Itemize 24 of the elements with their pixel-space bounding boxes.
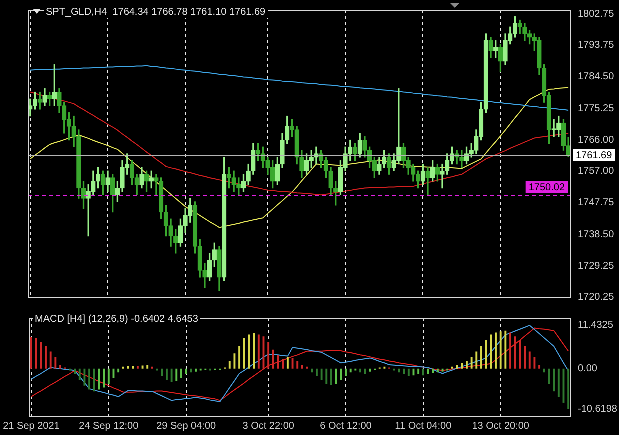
y-tick-label: 1784.50 [578,72,615,83]
y-tick-label: 1775.25 [578,103,615,114]
x-tick-label: 6 Oct 12:00 [320,420,372,432]
x-tick-label: 29 Sep 04:00 [156,420,217,432]
y-tick-label: 0.00 [578,364,598,375]
x-tick-label: 24 Sep 12:00 [79,420,140,432]
ref-line-label: 1750.02 [528,182,566,194]
y-tick-label: -10.6198 [578,404,618,415]
y-tick-label: 1757.00 [578,166,615,177]
y-tick-label: 1720.25 [578,292,615,303]
x-tick-label: 11 Oct 04:00 [395,420,452,432]
y-tick-label: 11.4325 [578,320,614,332]
x-tick-label: 3 Oct 22:00 [242,420,295,432]
y-tick-label: 1766.00 [578,135,615,146]
y-tick-label: 1738.50 [578,229,615,240]
x-tick-label: 13 Oct 20:00 [472,420,530,432]
y-tick-label: 1729.25 [578,261,615,272]
chart-title: SPT_GLD,H4 1764.34 1766.78 1761.10 1761.69 [44,7,268,18]
y-tick-label: 1802.75 [578,9,615,20]
ref-line-label: 1761.69 [576,150,613,162]
x-tick-label: 21 Sep 2021 [3,420,60,432]
y-tick-label: 1793.75 [578,40,615,51]
y-tick-label: 1747.75 [578,198,615,209]
chart-title: MACD [H4] (12,26,9) -0.6402 4.6453 [33,314,200,325]
